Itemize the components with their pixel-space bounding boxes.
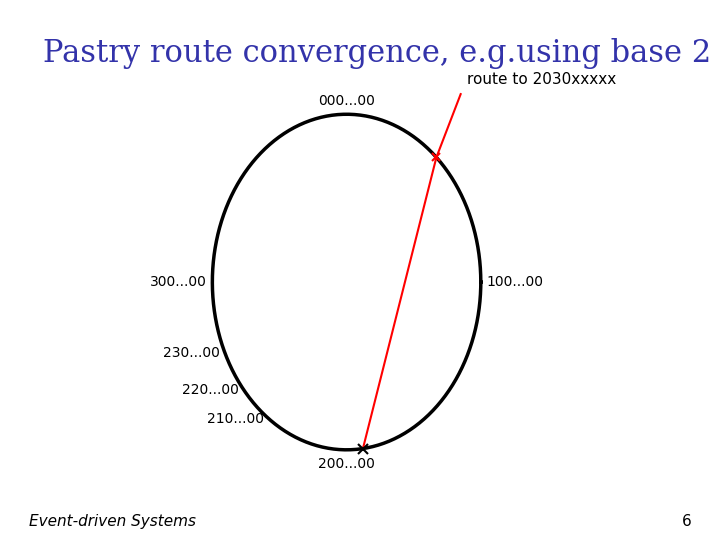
Text: 6: 6: [681, 514, 691, 529]
Text: 230...00: 230...00: [163, 346, 220, 360]
Text: 200...00: 200...00: [318, 456, 375, 470]
Text: 220...00: 220...00: [181, 383, 238, 397]
Text: 300...00: 300...00: [150, 275, 207, 289]
Text: route to 2030xxxxx: route to 2030xxxxx: [467, 72, 616, 87]
Text: Pastry route convergence, e.g.using base 2: Pastry route convergence, e.g.using base…: [43, 38, 711, 69]
Text: Event-driven Systems: Event-driven Systems: [29, 514, 196, 529]
Text: 210...00: 210...00: [207, 413, 264, 427]
Text: 100...00: 100...00: [486, 275, 543, 289]
Text: 000...00: 000...00: [318, 93, 375, 107]
